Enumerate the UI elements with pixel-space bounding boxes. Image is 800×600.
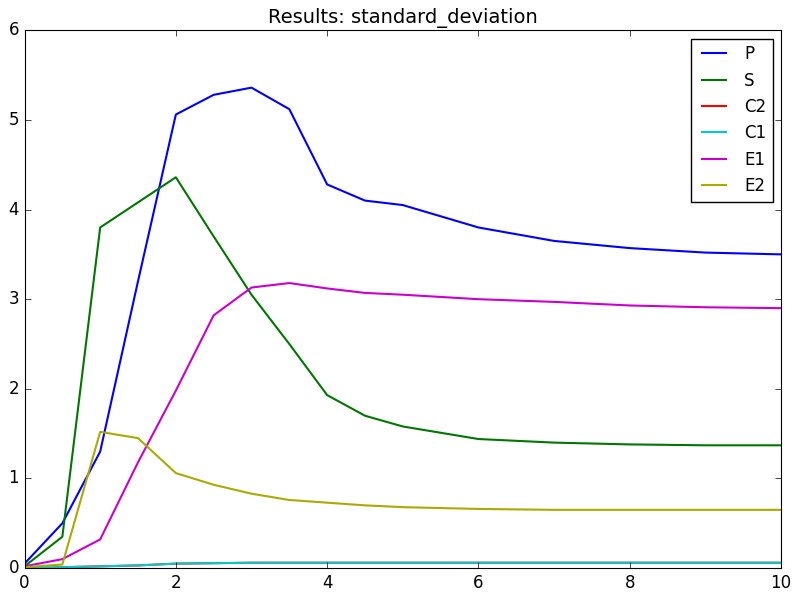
C2 <box>95 563 105 570</box>
E2 <box>134 434 143 442</box>
Title: Results: standard_deviation: Results: standard_deviation <box>268 8 538 28</box>
E2 <box>95 428 105 436</box>
Line: C1: C1 <box>25 563 781 568</box>
C2 <box>134 562 143 569</box>
Line: E2: E2 <box>25 432 781 567</box>
C2 <box>322 559 332 566</box>
C1 <box>550 559 559 566</box>
P <box>95 448 105 455</box>
E1 <box>398 291 408 298</box>
E1 <box>209 312 218 319</box>
P <box>360 197 370 204</box>
C2 <box>550 559 559 566</box>
P <box>20 560 30 567</box>
E2 <box>474 505 483 512</box>
E1 <box>246 284 256 291</box>
S <box>701 442 710 449</box>
P <box>550 238 559 245</box>
C1 <box>246 559 256 566</box>
S <box>322 392 332 399</box>
E2 <box>776 506 786 514</box>
E1 <box>474 296 483 303</box>
S <box>285 340 294 347</box>
C1 <box>322 559 332 566</box>
P <box>171 111 181 118</box>
C2 <box>58 563 67 571</box>
E2 <box>58 561 67 568</box>
C2 <box>776 559 786 566</box>
C2 <box>171 560 181 567</box>
C2 <box>625 559 634 566</box>
C1 <box>474 559 483 566</box>
E2 <box>171 469 181 476</box>
E1 <box>322 285 332 292</box>
C1 <box>58 563 67 571</box>
E2 <box>625 506 634 514</box>
E2 <box>550 506 559 514</box>
S <box>550 439 559 446</box>
Line: S: S <box>25 177 781 566</box>
E1 <box>95 536 105 543</box>
P <box>322 181 332 188</box>
S <box>209 233 218 240</box>
E2 <box>246 490 256 497</box>
C1 <box>398 559 408 566</box>
S <box>58 533 67 541</box>
Line: E1: E1 <box>25 283 781 566</box>
E2 <box>322 499 332 506</box>
C1 <box>95 563 105 570</box>
P <box>209 91 218 98</box>
C2 <box>701 559 710 566</box>
C1 <box>776 559 786 566</box>
E2 <box>209 481 218 488</box>
P <box>701 249 710 256</box>
S <box>20 563 30 570</box>
P <box>625 245 634 252</box>
E1 <box>171 387 181 394</box>
E2 <box>285 496 294 503</box>
S <box>398 423 408 430</box>
P <box>246 84 256 91</box>
E1 <box>285 280 294 287</box>
C1 <box>134 562 143 569</box>
E1 <box>625 302 634 309</box>
S <box>95 224 105 231</box>
C2 <box>20 565 30 572</box>
Legend: P, S, C2, C1, E1, E2: P, S, C2, C1, E1, E2 <box>690 38 773 202</box>
C2 <box>246 559 256 566</box>
P <box>474 224 483 231</box>
C1 <box>701 559 710 566</box>
E2 <box>20 563 30 571</box>
C2 <box>474 559 483 566</box>
S <box>360 412 370 419</box>
E1 <box>134 459 143 466</box>
E1 <box>701 304 710 311</box>
Line: P: P <box>25 88 781 563</box>
E2 <box>701 506 710 514</box>
S <box>474 436 483 443</box>
S <box>134 199 143 206</box>
E1 <box>58 556 67 563</box>
E2 <box>398 503 408 511</box>
P <box>58 520 67 527</box>
P <box>134 278 143 285</box>
E1 <box>360 289 370 296</box>
E2 <box>360 502 370 509</box>
C1 <box>20 565 30 572</box>
E1 <box>550 298 559 305</box>
S <box>625 441 634 448</box>
P <box>398 202 408 209</box>
C1 <box>625 559 634 566</box>
S <box>776 442 786 449</box>
S <box>171 173 181 181</box>
C1 <box>171 560 181 567</box>
E1 <box>776 305 786 312</box>
P <box>776 251 786 258</box>
E1 <box>20 563 30 570</box>
Line: C2: C2 <box>25 563 781 568</box>
P <box>285 106 294 113</box>
S <box>246 291 256 298</box>
C2 <box>398 559 408 566</box>
